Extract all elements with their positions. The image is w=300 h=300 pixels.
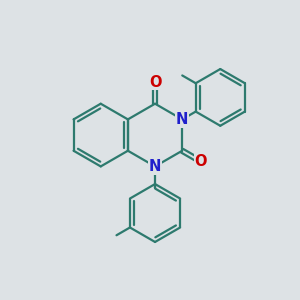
Text: N: N (149, 159, 161, 174)
Text: O: O (149, 75, 161, 90)
Text: N: N (176, 112, 188, 127)
Text: O: O (195, 154, 207, 169)
